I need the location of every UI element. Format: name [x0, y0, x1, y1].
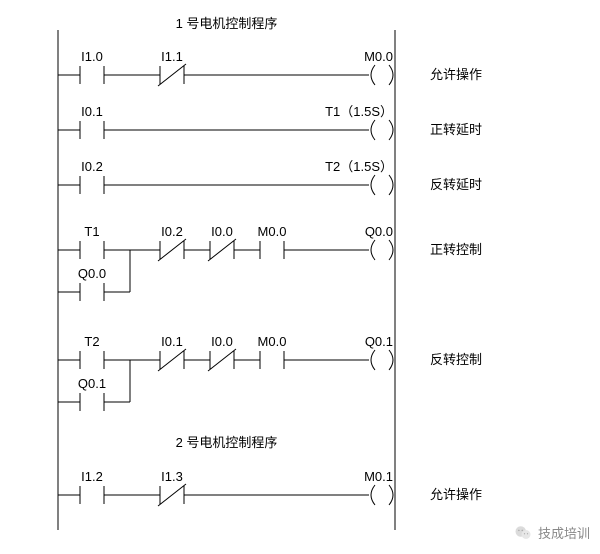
svg-text:T2: T2: [84, 334, 99, 349]
svg-text:I0.1: I0.1: [81, 104, 103, 119]
ladder-diagram: 1 号电机控制程序 2 号电机控制程序 I1.0 I1.1 M0.0 允许操作 I0.1 T1…: [0, 0, 600, 554]
watermark-text: 技成培训: [538, 523, 590, 542]
svg-text:I1.2: I1.2: [81, 469, 103, 484]
svg-text:I1.1: I1.1: [161, 49, 183, 64]
svg-text:正转延时: 正转延时: [430, 122, 482, 137]
svg-text:I0.2: I0.2: [161, 224, 183, 239]
svg-text:正转控制: 正转控制: [430, 242, 482, 257]
svg-text:T2（1.5S）: T2（1.5S）: [325, 159, 393, 174]
svg-text:2 号电机控制程序: 2 号电机控制程序: [176, 435, 278, 450]
svg-text:允许操作: 允许操作: [430, 67, 482, 82]
svg-text:Q0.0: Q0.0: [78, 266, 106, 281]
svg-text:1 号电机控制程序: 1 号电机控制程序: [176, 16, 278, 31]
svg-text:M0.1: M0.1: [364, 469, 393, 484]
svg-text:I1.0: I1.0: [81, 49, 103, 64]
svg-text:Q0.1: Q0.1: [78, 376, 106, 391]
svg-text:T1: T1: [84, 224, 99, 239]
svg-text:M0.0: M0.0: [364, 49, 393, 64]
svg-text:M0.0: M0.0: [258, 224, 287, 239]
svg-text:I1.3: I1.3: [161, 469, 183, 484]
svg-text:I0.0: I0.0: [211, 224, 233, 239]
svg-text:I0.0: I0.0: [211, 334, 233, 349]
svg-text:Q0.0: Q0.0: [365, 224, 393, 239]
svg-text:允许操作: 允许操作: [430, 487, 482, 502]
wechat-icon: [514, 524, 532, 542]
svg-text:反转延时: 反转延时: [430, 177, 482, 192]
watermark: 技成培训: [514, 523, 590, 542]
svg-text:反转控制: 反转控制: [430, 352, 482, 367]
svg-text:T1（1.5S）: T1（1.5S）: [325, 104, 393, 119]
svg-text:I0.1: I0.1: [161, 334, 183, 349]
svg-text:M0.0: M0.0: [258, 334, 287, 349]
svg-text:I0.2: I0.2: [81, 159, 103, 174]
svg-text:Q0.1: Q0.1: [365, 334, 393, 349]
